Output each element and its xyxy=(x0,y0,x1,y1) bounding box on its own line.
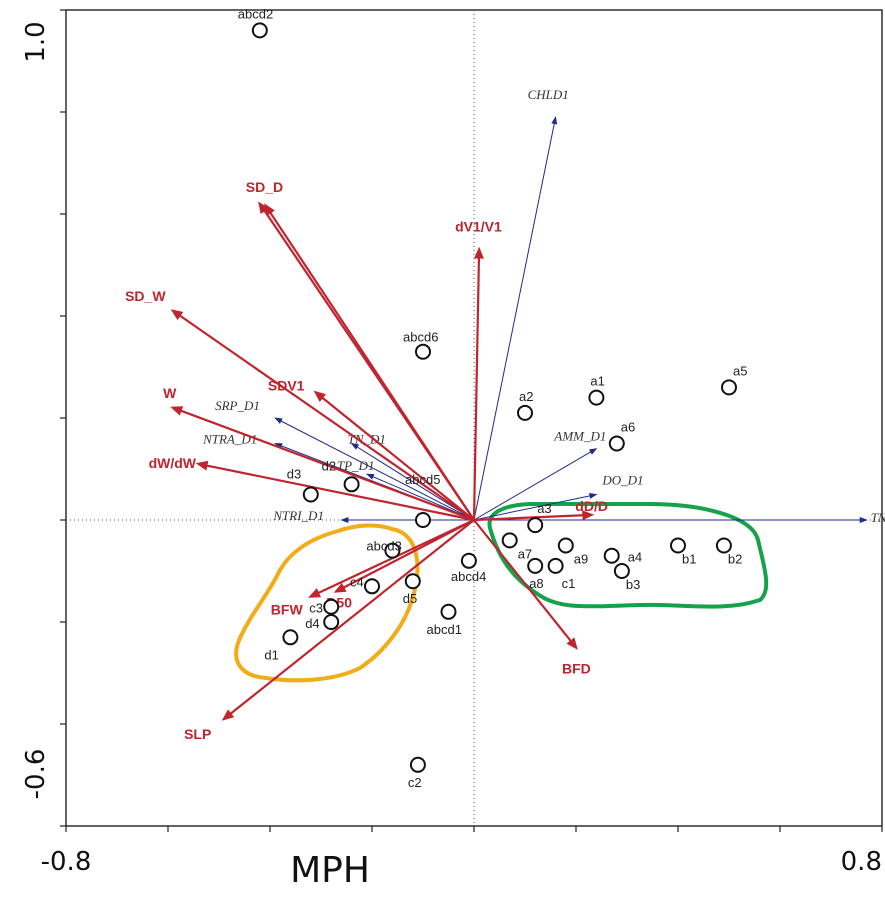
env-vector-arrow xyxy=(473,492,598,521)
sample-point-label: d5 xyxy=(403,591,417,606)
sample-point xyxy=(415,343,431,360)
sample-point-label: b3 xyxy=(626,577,640,592)
sample-point-label: abcd2 xyxy=(238,6,273,21)
sample-point-label: a3 xyxy=(537,501,551,516)
sample-point xyxy=(364,578,380,595)
sample-point xyxy=(670,537,686,554)
response-vector-arrow xyxy=(313,390,475,521)
sample-point-label: d3 xyxy=(287,467,301,482)
response-vector-arrow xyxy=(264,203,475,521)
env-vector-arrow xyxy=(473,116,558,521)
sample-point xyxy=(323,598,340,615)
response-vector-label: SLP xyxy=(184,726,211,742)
sample-point-label: b1 xyxy=(682,552,696,567)
sample-point xyxy=(715,537,732,554)
env-vector-label: TN_D1 xyxy=(348,432,386,447)
env-vector-label: TN/P_D1 xyxy=(871,510,885,525)
sample-point xyxy=(603,547,620,564)
response-vector-label: dV1/V1 xyxy=(455,219,502,235)
env-vector-label: TP_D1 xyxy=(337,458,375,473)
env-vector-arrow xyxy=(350,442,475,521)
sample-point xyxy=(588,389,605,406)
y-tick-label-max: 1.0 xyxy=(21,21,51,62)
response-vector-arrow xyxy=(195,460,475,522)
env-vector-label: DO_D1 xyxy=(601,473,643,488)
sample-point-label: c1 xyxy=(562,576,576,591)
sample-point xyxy=(415,512,431,528)
y-tick-label-min: -0.6 xyxy=(21,749,51,800)
sample-point-label: abcd1 xyxy=(427,622,462,637)
sample-point-label: c4 xyxy=(350,574,364,589)
x-tick-label-max: 0.8 xyxy=(841,847,882,877)
response-vector-label: SDV1 xyxy=(268,378,305,394)
sample-point-label: d2 xyxy=(322,458,336,473)
sample-point-label: c3 xyxy=(309,601,323,616)
sample-point-label: a6 xyxy=(621,420,635,435)
response-vector-arrow xyxy=(473,510,595,522)
green-group-outline xyxy=(487,502,769,609)
env-vector-label: CHLD1 xyxy=(528,87,569,102)
sample-point xyxy=(527,517,544,534)
sample-point-label: abcd4 xyxy=(451,569,486,584)
env-vector-arrow xyxy=(274,417,475,521)
sample-point xyxy=(404,573,421,590)
sample-point xyxy=(557,537,574,554)
sample-point xyxy=(409,756,426,773)
sample-point-label: a5 xyxy=(733,363,747,378)
response-vector-label: W xyxy=(163,385,177,401)
sample-point xyxy=(384,542,401,559)
response-vector-arrow xyxy=(472,246,484,521)
sample-point-label: a7 xyxy=(518,546,532,561)
sample-point-label: b2 xyxy=(728,552,742,567)
response-vector-arrow xyxy=(221,519,475,721)
env-vector-arrow xyxy=(473,448,598,521)
response-vector-label: SD_W xyxy=(125,288,166,304)
response-vector-arrow xyxy=(473,519,578,650)
sample-point xyxy=(460,552,477,569)
response-vector-label: BFD xyxy=(562,661,591,677)
sample-point-label: abcd6 xyxy=(403,330,438,345)
sample-point xyxy=(251,22,268,39)
sample-point xyxy=(608,435,625,452)
response-vector-label: dW/dW xyxy=(149,455,197,471)
sample-point xyxy=(343,476,360,493)
x-axis-title: MPH xyxy=(290,850,370,891)
sample-point xyxy=(501,532,518,549)
x-tick-label-min: -0.8 xyxy=(41,847,92,877)
sample-point xyxy=(282,629,299,646)
orange-group-outline xyxy=(234,523,420,683)
sample-point-label: c2 xyxy=(408,775,422,790)
env-vector-label: SRP_D1 xyxy=(215,398,260,413)
env-vector-label: NTRI_D1 xyxy=(272,508,324,523)
response-vector-arrow xyxy=(170,406,475,522)
sample-point xyxy=(517,404,533,421)
sample-point-label: a4 xyxy=(628,550,642,565)
env-vector-label: AMM_D1 xyxy=(553,429,606,444)
sample-point xyxy=(527,557,544,574)
sample-point-label: a1 xyxy=(590,374,604,389)
sample-point xyxy=(323,614,340,630)
sample-point xyxy=(547,557,564,574)
response-vector-label: dD/D xyxy=(575,498,608,514)
sample-point-label: d1 xyxy=(264,647,278,662)
sample-point xyxy=(440,603,457,620)
env-vector-label: NTRA_D1 xyxy=(202,432,257,447)
sample-point-label: abcd5 xyxy=(405,472,440,487)
sample-point-label: abcd3 xyxy=(366,539,401,554)
sample-point xyxy=(302,486,319,503)
sample-point xyxy=(613,563,630,579)
sample-point-label: a9 xyxy=(574,552,588,567)
response-vector-label: BFW xyxy=(271,602,304,618)
response-vector-label: SD_D xyxy=(246,179,283,195)
sample-point-label: d4 xyxy=(305,616,319,631)
sample-point-label: a8 xyxy=(529,576,543,591)
sample-point xyxy=(721,379,737,396)
response-vector-arrow xyxy=(170,309,475,521)
sample-point-label: a2 xyxy=(519,389,533,404)
